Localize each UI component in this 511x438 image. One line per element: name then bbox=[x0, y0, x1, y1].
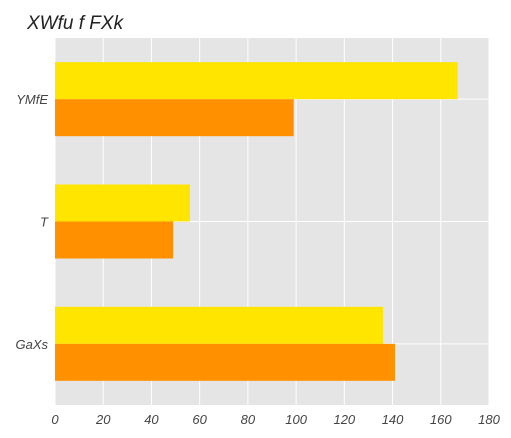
y-tick-label: YMfE bbox=[16, 92, 48, 107]
x-tick-label: 100 bbox=[285, 412, 307, 427]
x-tick-label: 60 bbox=[192, 412, 207, 427]
x-tick-label: 140 bbox=[382, 412, 404, 427]
bar-T-series-1 bbox=[55, 184, 191, 222]
bar-T-series-2 bbox=[55, 221, 174, 259]
bar-YMfE-series-2 bbox=[55, 99, 294, 137]
y-tick-labels: YMfE T GaXs bbox=[15, 92, 49, 352]
x-tick-label: 40 bbox=[144, 412, 159, 427]
bar-GaXs-series-2 bbox=[55, 343, 395, 381]
x-tick-label: 160 bbox=[430, 412, 452, 427]
x-tick-label: 120 bbox=[333, 412, 355, 427]
bars bbox=[55, 62, 458, 381]
x-tick-labels: 0 20 40 60 80 100 120 140 160 180 bbox=[51, 412, 500, 427]
x-tick-label: 180 bbox=[478, 412, 500, 427]
x-tick-label: 20 bbox=[95, 412, 111, 427]
x-tick-label: 80 bbox=[241, 412, 256, 427]
y-tick-label: GaXs bbox=[15, 337, 48, 352]
chart-title: XWfu f FXk bbox=[26, 13, 125, 34]
y-tick-label: T bbox=[40, 215, 49, 230]
bar-YMfE-series-1 bbox=[55, 62, 458, 100]
x-tick-label: 0 bbox=[51, 412, 59, 427]
bar-GaXs-series-1 bbox=[55, 306, 383, 344]
